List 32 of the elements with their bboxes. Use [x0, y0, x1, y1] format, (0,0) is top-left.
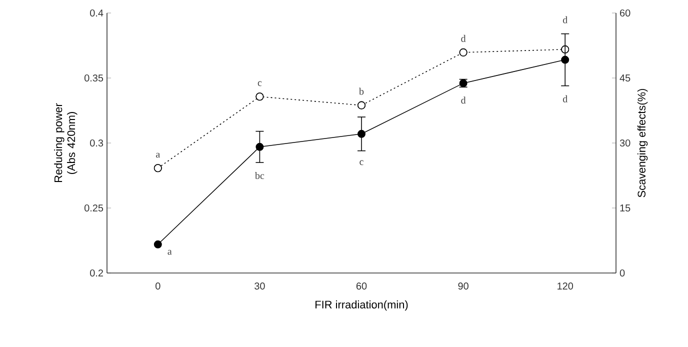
- x-tick-label: 90: [458, 282, 468, 290]
- x-tick-label: 30: [254, 282, 265, 290]
- annotation: d: [562, 16, 568, 24]
- annotation: a: [156, 152, 160, 158]
- y-tick-label: 0.2: [90, 269, 103, 277]
- x-tick-label: 60: [356, 282, 367, 290]
- annotation: d: [562, 95, 568, 102]
- point: [154, 240, 162, 248]
- x-tick-label: 120: [558, 282, 574, 290]
- y2-tick-label: 60: [620, 9, 630, 17]
- y2-tick-label: 0: [620, 269, 625, 277]
- annotation: bc: [255, 172, 264, 180]
- x-axis-title: FIR irradiation(min): [316, 300, 408, 311]
- point: [256, 142, 264, 151]
- y-tick-label: 0.4: [90, 9, 104, 17]
- y2-axis-title: Scavenging effects(%): [637, 88, 648, 198]
- point: [358, 130, 366, 138]
- annotation: d: [461, 96, 466, 104]
- annotation: b: [359, 88, 364, 95]
- annotation: c: [360, 160, 364, 166]
- point: [561, 56, 570, 64]
- x-tick-label: 0: [156, 282, 160, 290]
- y2-tick-label: 30: [620, 139, 630, 147]
- annotation: a: [168, 250, 172, 255]
- y-tick-label: 0.25: [84, 204, 104, 212]
- y-tick-label: 0.35: [84, 74, 104, 82]
- y2-tick-label: 45: [620, 74, 630, 82]
- y-axis-title: Reducing power (Abs 420nm): [54, 103, 78, 182]
- annotation: c: [258, 81, 262, 86]
- y2-tick-label: 15: [620, 204, 630, 212]
- annotation: d: [461, 34, 466, 42]
- y-tick-label: 0.3: [90, 139, 104, 147]
